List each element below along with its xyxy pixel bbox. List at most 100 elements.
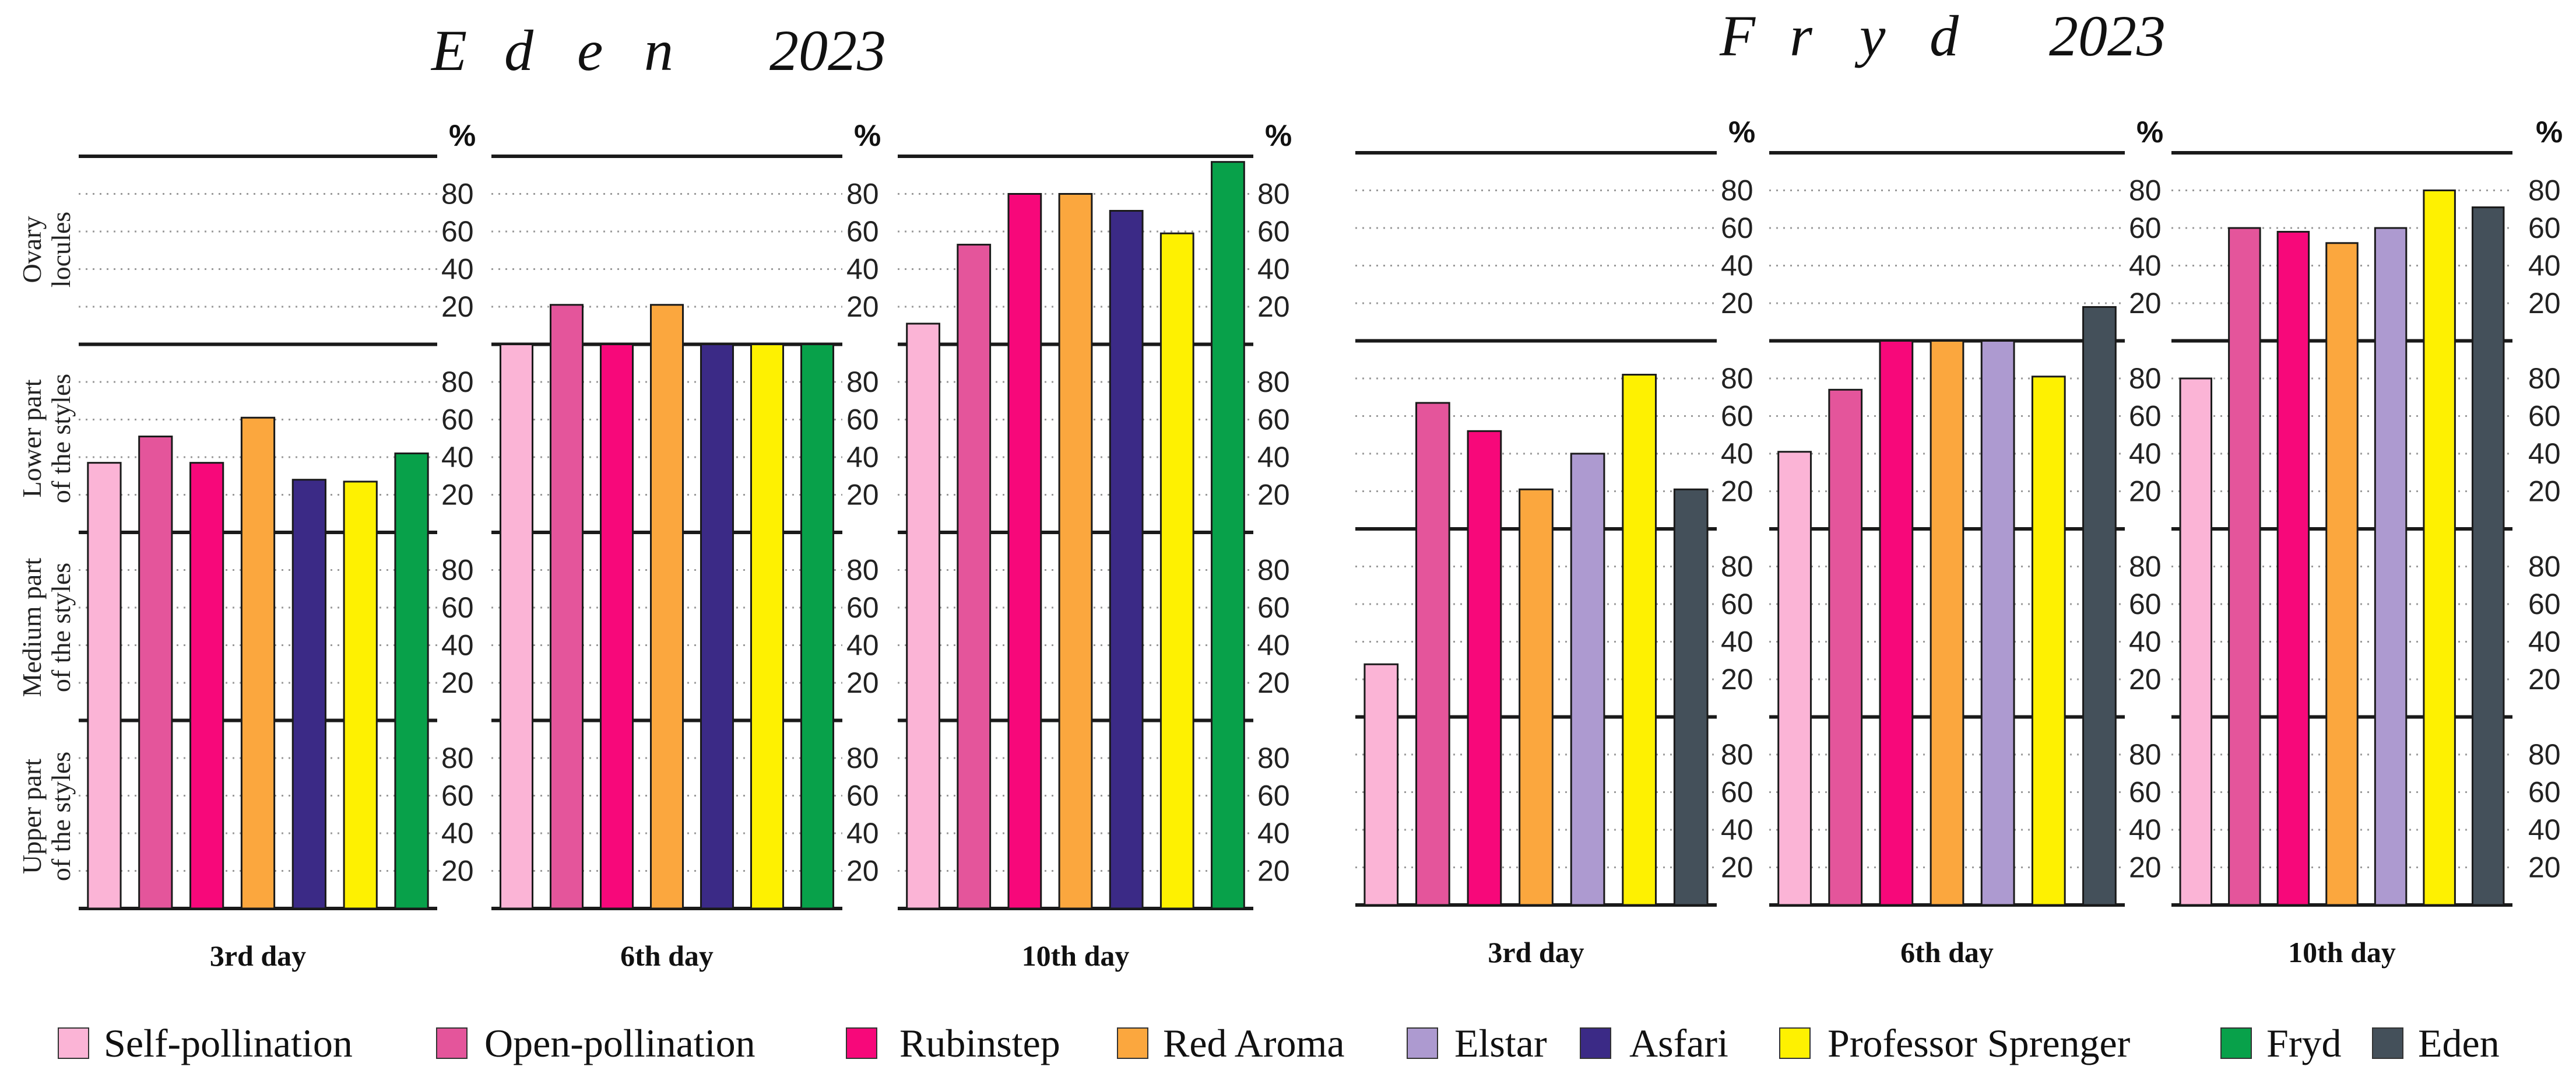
y-tick-label: 60	[1721, 776, 1753, 809]
fryd-title-letter: y	[1854, 3, 1886, 68]
y-tick-label: 40	[846, 817, 879, 850]
y-tick-label: 20	[2129, 663, 2162, 696]
day-label: 6th day	[620, 939, 714, 972]
panel-10th-day: 20 40 60 80 20 40 60 80 20 40 60 80 20 40 60 80% 10th da…	[2171, 115, 2563, 969]
y-tick-label: 40	[1257, 629, 1290, 662]
bar-red-aroma	[649, 304, 684, 910]
bar-red-aroma	[1058, 193, 1093, 910]
eden-title-letter: E	[430, 18, 467, 83]
y-tick-label: 80	[2129, 738, 2162, 771]
bar-open-pollination	[2228, 227, 2261, 906]
y-tick-label: 60	[1721, 400, 1753, 433]
y-tick-label: 60	[441, 215, 474, 248]
bar-red-aroma	[1519, 488, 1554, 906]
y-tick-label: 40	[846, 441, 879, 473]
y-tick-label: 60	[1257, 780, 1290, 812]
eden-title-letter: n	[644, 18, 673, 83]
y-tick-label: 40	[1257, 441, 1290, 473]
y-tick-label: 60	[441, 780, 474, 812]
eden-title: E d e n 2023	[430, 18, 886, 83]
y-tick-label: 20	[441, 855, 474, 887]
bar-red-aroma	[2325, 242, 2359, 906]
legend-swatch-open-pollination	[436, 1027, 468, 1059]
y-tick-label: 80	[1257, 366, 1290, 398]
y-tick-label: 80	[1257, 178, 1290, 211]
legend-label-self-pollination: Self-pollination	[104, 1021, 353, 1065]
bar-red-aroma	[1930, 340, 1964, 906]
bar-open-pollination	[957, 244, 992, 910]
bar-self-pollination	[1777, 451, 1812, 906]
y-tick-label: 40	[441, 817, 474, 850]
day-label: 10th day	[1022, 939, 1130, 972]
y-tick-label: 40	[1257, 817, 1290, 850]
y-tick-label: 60	[1721, 588, 1753, 620]
legend-swatch-self-pollination	[58, 1027, 89, 1059]
y-tick-label: 40	[441, 253, 474, 286]
y-tick-label: 20	[1721, 663, 1753, 696]
fryd-chart: 20 40 60 80 20 40 60 80 20 40 60 80 20 40 60 80% 3rd day…	[1355, 115, 2563, 969]
bar-self-pollination	[499, 343, 534, 910]
bar-self-pollination	[1363, 663, 1399, 906]
day-label: 3rd day	[1488, 936, 1584, 969]
y-tick-label: 20	[846, 290, 879, 323]
bar-rubinstep	[1879, 340, 1914, 906]
y-tick-label: 20	[1721, 851, 1753, 884]
y-tick-label: 80	[846, 554, 879, 587]
y-tick-label: 80	[1257, 554, 1290, 587]
bar-professor-sprenger	[1159, 232, 1194, 910]
legend-label-eden: Eden	[2418, 1021, 2500, 1065]
y-tick-label: 80	[2528, 362, 2561, 395]
y-tick-label: 20	[441, 479, 474, 511]
y-tick-label: 60	[1721, 212, 1753, 244]
y-tick-label: 20	[1257, 666, 1290, 699]
legend-swatch-rubinstep	[846, 1027, 877, 1059]
y-tick-label: 80	[2528, 738, 2561, 771]
y-unit-label: %	[2136, 115, 2163, 149]
bar-red-aroma	[240, 416, 276, 910]
y-tick-label: 20	[2528, 663, 2561, 696]
y-tick-label: 20	[846, 855, 879, 887]
day-label: 6th day	[1900, 936, 1994, 969]
y-tick-label: 20	[2528, 851, 2561, 884]
y-tick-label: 20	[441, 290, 474, 323]
row-label-medium-line1: Medium part	[17, 557, 47, 697]
y-tick-label: 40	[846, 629, 879, 662]
eden-row-labels: Ovary locules Lower part of the styles M…	[17, 212, 76, 881]
y-unit-label: %	[854, 119, 881, 153]
y-tick-label: 80	[1721, 362, 1753, 395]
y-tick-label: 40	[441, 629, 474, 662]
legend-label-red-aroma: Red Aroma	[1163, 1021, 1345, 1065]
legend: Self-pollination Open-pollination Rubins…	[58, 1021, 2500, 1065]
legend-label-open-pollination: Open-pollination	[484, 1021, 755, 1065]
y-tick-label: 40	[1721, 813, 1753, 846]
legend-swatch-fryd	[2220, 1027, 2252, 1059]
y-tick-label: 80	[441, 742, 474, 774]
y-tick-label: 40	[1257, 253, 1290, 286]
bar-fryd	[800, 343, 835, 910]
y-tick-label: 60	[2528, 400, 2561, 433]
y-unit-label: %	[2536, 115, 2563, 149]
bar-rubinstep	[1007, 193, 1042, 910]
y-tick-label: 40	[2528, 626, 2561, 658]
y-tick-label: 20	[1721, 475, 1753, 508]
y-tick-label: 80	[2129, 362, 2162, 395]
y-tick-label: 60	[1257, 215, 1290, 248]
y-tick-label: 40	[846, 253, 879, 286]
y-tick-label: 40	[1721, 250, 1753, 282]
bar-open-pollination	[1828, 388, 1863, 906]
row-label-upper-line2: of the styles	[46, 752, 76, 881]
legend-swatch-asfari	[1580, 1027, 1611, 1059]
panel-6th-day: 20 40 60 80 20 40 60 80 20 40 60 80 20 40 60 80% 6th day	[1769, 115, 2163, 969]
y-tick-label: 80	[846, 178, 879, 211]
bar-elstar	[1980, 340, 2015, 906]
row-label-lower-line1: Lower part	[17, 379, 47, 497]
bar-professor-sprenger	[2423, 190, 2456, 906]
eden-title-letter: e	[577, 18, 603, 83]
y-tick-label: 60	[441, 591, 474, 624]
bar-self-pollination	[2179, 377, 2213, 906]
y-tick-label: 60	[2129, 776, 2162, 809]
y-tick-label: 60	[1257, 591, 1290, 624]
y-unit-label: %	[1265, 119, 1292, 153]
y-tick-label: 20	[2528, 475, 2561, 508]
